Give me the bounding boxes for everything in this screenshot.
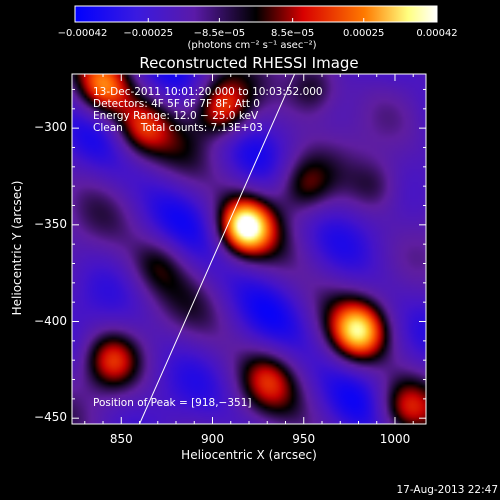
limb-line bbox=[139, 74, 296, 424]
colorbar bbox=[75, 6, 437, 22]
timestamp: 17-Aug-2013 22:47 bbox=[396, 484, 498, 496]
x-tick-label: 1000 bbox=[379, 432, 411, 446]
x-tick-label: 950 bbox=[292, 432, 316, 446]
colorbar-frame bbox=[74, 5, 438, 23]
x-tick-label: 900 bbox=[201, 432, 224, 446]
annotation-clean: Clean bbox=[93, 122, 123, 134]
colorbar-units: (photons cm⁻² s⁻¹ asec⁻²) bbox=[187, 40, 317, 51]
y-tick-label: −350 bbox=[34, 216, 67, 231]
heatmap-image bbox=[72, 74, 426, 424]
y-axis-label: Heliocentric Y (arcsec) bbox=[10, 180, 24, 316]
annotation-energy-range: Energy Range: 12.0 − 25.0 keV bbox=[93, 110, 259, 122]
colorbar-tick-label: 8.5e−05 bbox=[271, 28, 315, 39]
x-axis-label: Heliocentric X (arcsec) bbox=[181, 448, 317, 462]
chart-title: Reconstructed RHESSI Image bbox=[139, 54, 359, 72]
colorbar-tick-label: 0.00025 bbox=[343, 28, 385, 39]
colorbar-tick-label: −0.00025 bbox=[123, 28, 174, 39]
x-tick-label: 850 bbox=[109, 432, 133, 446]
y-tick-label: −300 bbox=[34, 120, 67, 135]
annotation-detectors: Detectors: 4F 5F 6F 7F 8F, Att 0 bbox=[93, 98, 260, 110]
annotation-total-counts: Total counts: 7.13E+03 bbox=[140, 122, 263, 134]
y-tick-label: −450 bbox=[34, 410, 67, 425]
colorbar-tick-label: −0.00042 bbox=[57, 28, 108, 39]
annotation-block: 13-Dec-2011 10:01:20.000 to 10:03:52.000… bbox=[93, 86, 323, 134]
colorbar-tick-label: −8.5e−05 bbox=[193, 28, 246, 39]
peak-position-label: Position of Peak = [918,−351] bbox=[93, 397, 252, 409]
y-tick-label: −400 bbox=[34, 313, 67, 328]
colorbar-tick-label: 0.00042 bbox=[416, 28, 458, 39]
annotation-time-range: 13-Dec-2011 10:01:20.000 to 10:03:52.000 bbox=[93, 86, 323, 98]
